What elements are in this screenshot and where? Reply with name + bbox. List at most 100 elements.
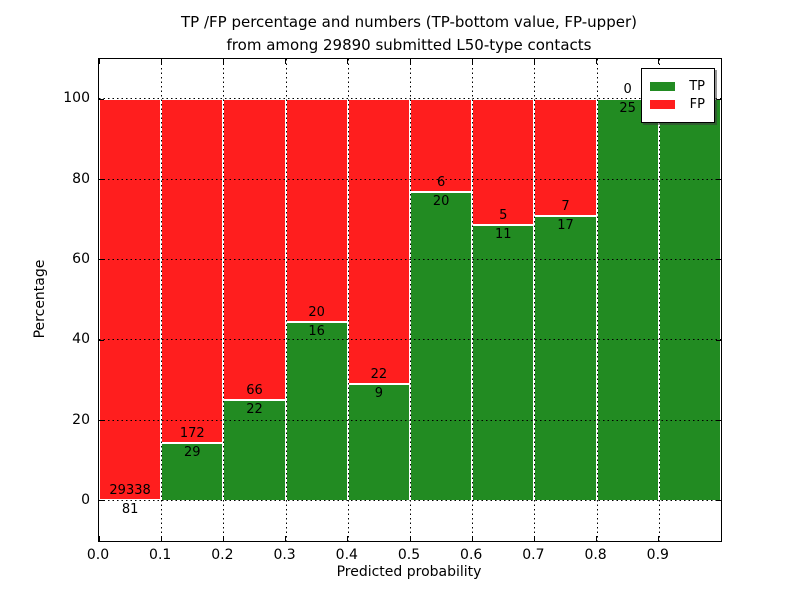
fp-count-label: 6 [436,174,446,190]
legend: TP FP [641,68,715,123]
x-tick-label: 0.4 [335,547,358,563]
x-tick-mark [347,536,349,541]
fp-count-label: 172 [179,425,205,441]
x-tick-mark [347,59,349,64]
y-tick-mark [716,259,721,261]
x-tick-label: 0.6 [460,547,483,563]
x-tick-mark [222,59,224,64]
tp-color-swatch [650,82,675,91]
bar-segment-tp [285,322,348,501]
y-tick-label: 60 [72,250,90,267]
y-tick-label: 0 [81,491,90,508]
v-gridline [223,59,225,541]
bar-segment-tp [658,99,721,501]
x-tick-mark [533,59,535,64]
y-tick-mark [99,179,104,180]
x-tick-label: 0.2 [211,547,234,563]
chart-title-line2: from among 29890 submitted L50-type cont… [226,36,592,54]
chart-title-line1: TP /FP percentage and numbers (TP-bottom… [181,13,637,31]
y-tick-label: 100 [63,90,90,107]
y-tick-mark [716,179,721,180]
x-tick-mark [471,536,473,541]
bar-segment-fp [223,99,286,401]
fp-count-label: 5 [499,207,508,223]
x-tick-label: 0.3 [273,547,296,563]
y-tick-mark [99,259,104,261]
bar-segment-tp [347,384,410,501]
v-gridline [658,59,660,541]
x-tick-mark [533,536,535,541]
legend-label-tp: TP [689,79,705,94]
x-tick-label: 0.8 [584,547,607,563]
x-tick-mark [658,536,660,541]
fp-count-label: 66 [246,383,263,399]
bar-segment-fp [285,99,348,323]
y-tick-mark [99,420,104,421]
plot-area: TP FP 29338 81 172 29 66 22 20 16 22 9 6 20 5 11 7 17 0 2… [98,58,722,542]
x-tick-label: 0.7 [522,547,545,563]
y-tick-mark [99,98,104,100]
y-tick-mark [716,420,721,421]
bar-segment-tp [596,99,659,501]
bar-segment-tp [534,216,597,501]
x-tick-mark [160,536,162,541]
bar-segment-fp [410,99,473,192]
x-tick-mark [98,536,100,541]
chart-title: TP /FP percentage and numbers (TP-bottom… [98,11,720,57]
tp-count-label: 25 [619,101,636,117]
x-tick-mark [409,59,411,64]
y-tick-mark [716,500,721,502]
v-gridline [410,59,411,541]
tp-count-label: 20 [432,193,450,209]
v-gridline [472,59,474,541]
y-tick-mark [99,500,104,502]
y-tick-mark [99,339,104,341]
bar-segment-fp [161,99,224,443]
y-tick-label: 80 [72,170,90,187]
x-tick-label: 0.1 [149,547,172,563]
y-axis-label: Percentage [32,259,48,339]
v-gridline [285,59,287,541]
bar-segment-fp [347,99,410,385]
v-gridline [161,59,163,541]
v-gridline [596,59,598,541]
y-tick-mark [716,98,721,100]
x-tick-mark [222,536,224,541]
bar-segment-tp [472,224,535,501]
x-tick-mark [596,59,598,64]
tp-count-label: 81 [121,501,139,517]
fp-count-label: 0 [623,82,632,98]
tp-count-label: 22 [246,402,263,418]
fp-count-label: 29338 [109,482,151,498]
x-tick-label: 0.0 [86,547,110,563]
y-tick-label: 40 [72,331,90,348]
y-tick-mark [716,339,721,341]
x-tick-label: 0.9 [646,547,669,563]
fp-count-label: 22 [370,367,388,383]
x-tick-mark [596,536,598,541]
x-tick-mark [160,59,162,64]
x-tick-mark [285,59,287,64]
y-tick-label: 20 [72,411,90,428]
tp-count-label: 9 [374,386,384,402]
x-tick-label: 0.5 [397,547,421,563]
x-tick-mark [409,536,411,541]
fp-count-label: 7 [561,199,570,215]
tp-count-label: 16 [308,324,325,340]
v-gridline [347,59,349,541]
x-tick-mark [471,59,473,64]
tp-count-label: 17 [557,218,574,234]
legend-label-fp: FP [689,97,705,112]
tp-count-label: 29 [184,444,201,460]
x-tick-mark [658,59,660,64]
legend-item-fp: FP [650,97,705,112]
legend-item-tp: TP [650,79,705,94]
bar-segment-fp [472,99,535,225]
x-axis-label: Predicted probability [336,564,482,580]
tp-count-label: 11 [495,226,512,242]
x-tick-mark [285,536,287,541]
bar-segment-tp [410,191,473,501]
fp-count-label: 20 [308,305,325,321]
bar-segment-fp [99,99,162,500]
